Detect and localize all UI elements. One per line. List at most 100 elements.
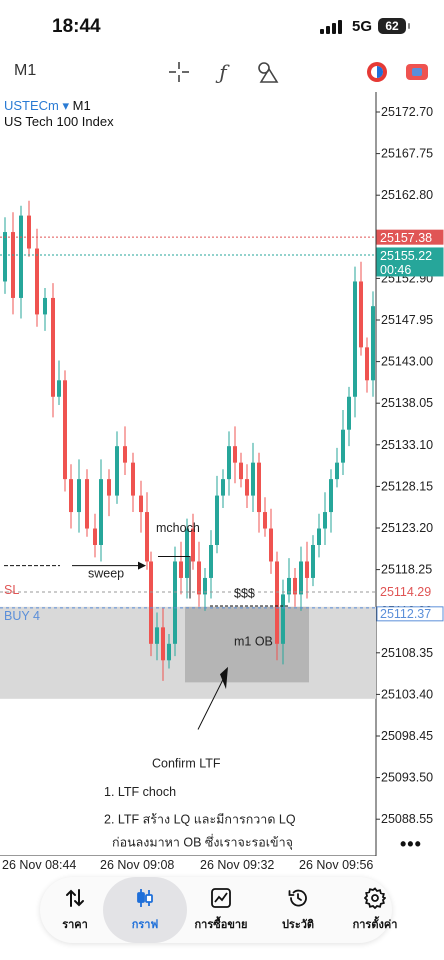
price-chart[interactable]: 25172.7025167.7525162.8025157.8525152.90…	[0, 92, 444, 856]
sweep-label: sweep	[88, 567, 124, 581]
candle-body	[57, 380, 61, 397]
trade-account-icon[interactable]	[364, 59, 390, 85]
history-clock-icon	[288, 889, 307, 907]
candle-body	[347, 396, 351, 430]
status-bar: 18:44 5G 62	[0, 0, 444, 54]
candle-body	[257, 462, 261, 513]
candle-body	[305, 561, 309, 578]
more-options-icon[interactable]: •••	[400, 834, 422, 854]
candle-body	[63, 380, 67, 480]
liquidity-label: $$$	[234, 587, 255, 601]
candle-body	[239, 462, 243, 480]
crosshair-icon[interactable]	[166, 59, 192, 85]
sl-entry-price-tag: 25114.29	[380, 585, 431, 599]
candle-body	[293, 577, 297, 595]
confirm-label: Confirm LTF	[152, 756, 221, 770]
price-label: 25103.40	[381, 687, 433, 701]
price-label: 25108.35	[381, 646, 433, 660]
mchoch-label: mchoch	[156, 521, 200, 535]
nav-chart[interactable]: กราฟ	[103, 877, 187, 943]
candle-body	[19, 215, 23, 298]
mchoch-line	[158, 556, 191, 599]
price-label: 25162.80	[381, 188, 433, 202]
sl-price-tag: 25157.38	[380, 231, 432, 245]
note-2a: 2. LTF สร้าง LQ และมีการกวาด LQ	[104, 812, 296, 826]
price-label: 25167.75	[381, 147, 433, 161]
price-label: 25143.00	[381, 355, 433, 369]
one-click-trading-icon[interactable]	[404, 59, 430, 85]
nav-history[interactable]: ประวัติ	[263, 877, 333, 943]
chart-timeframe: M1	[72, 98, 91, 113]
candle-body	[281, 594, 285, 644]
candle-body	[233, 446, 237, 463]
candle-body	[323, 512, 327, 529]
price-label: 25098.45	[381, 729, 433, 743]
network-type: 5G	[352, 18, 373, 35]
nav-settings[interactable]: การตั้งค่า	[340, 877, 410, 943]
candle-body	[311, 545, 315, 578]
candle-body	[341, 429, 345, 463]
chart-toolbar: M1 ƒ	[0, 54, 444, 92]
chevron-down-icon[interactable]: ▾	[62, 98, 70, 113]
nav-label: ประวัติ	[281, 919, 315, 931]
confirm-arrow-line	[197, 673, 227, 730]
candle-body	[359, 281, 363, 348]
timeframe-button[interactable]: M1	[14, 62, 37, 79]
candle-body	[245, 479, 249, 496]
ob-zone-m1	[185, 606, 309, 683]
nav-label: การตั้งค่า	[352, 919, 398, 931]
signal-icon	[320, 20, 344, 34]
candle-body	[93, 528, 97, 545]
status-time: 18:44	[52, 16, 101, 37]
candle-body	[185, 528, 189, 578]
symbol-description: US Tech 100 Index	[4, 114, 114, 129]
buy-price-tag: 25112.37	[380, 607, 431, 621]
price-label: 25138.05	[381, 396, 433, 410]
time-label: 26 Nov 09:08	[100, 858, 175, 872]
candle-body	[99, 479, 103, 545]
symbol-label[interactable]: USTECm ▾ M1	[4, 98, 91, 114]
candle-body	[51, 297, 55, 397]
price-label: 25133.10	[381, 438, 433, 452]
candle-body	[149, 561, 153, 644]
candle-body	[123, 446, 127, 463]
price-label: 25128.15	[381, 479, 433, 493]
candle-body	[251, 462, 255, 496]
battery-icon: 62	[378, 18, 410, 34]
symbol-name[interactable]: USTECm	[4, 98, 59, 113]
buy-price-tag-bg	[376, 606, 444, 622]
nav-trade[interactable]: การซื้อขาย	[186, 877, 256, 943]
indicator-icon[interactable]: ƒ	[219, 60, 227, 84]
sweep-arrow-head	[138, 561, 146, 570]
chart-area[interactable]: USTECm ▾ M1 US Tech 100 Index 25172.70 25…	[0, 92, 444, 882]
quotes-arrows-icon	[66, 889, 84, 907]
candle-body	[317, 528, 321, 545]
confirm-arrow-head	[220, 666, 228, 690]
nav-quotes[interactable]: ราคา	[40, 877, 110, 943]
candle-body	[269, 528, 273, 562]
time-label: 26 Nov 09:56	[299, 858, 374, 872]
candle-body	[85, 479, 89, 529]
candle-body	[299, 561, 303, 595]
nav-label: การซื้อขาย	[194, 919, 248, 931]
candle-body	[131, 462, 135, 496]
candle-body	[263, 512, 267, 529]
candle-body	[287, 577, 291, 595]
candle-body	[203, 577, 207, 595]
time-axis: 26 Nov 08:44 26 Nov 09:08 26 Nov 09:32 2…	[0, 856, 444, 876]
price-label: 25172.70	[381, 105, 433, 119]
candle-body	[197, 561, 201, 595]
bottom-nav: ราคา กราฟ การซื้อขาย ประวัติ การตั้งค่า	[40, 877, 397, 943]
bid-price-tag-bg	[376, 247, 444, 277]
candle-body	[167, 643, 171, 661]
chart-candles-icon	[137, 889, 153, 907]
candle-body	[335, 462, 339, 480]
candle-body	[161, 627, 165, 661]
objects-icon[interactable]	[254, 59, 280, 85]
candle-body	[221, 479, 225, 496]
candle-body	[353, 281, 357, 397]
bid-price-tag-timer: 00:46	[380, 263, 411, 277]
candle-body	[3, 232, 7, 282]
candle-body	[179, 561, 183, 578]
settings-gear-icon	[364, 887, 386, 909]
